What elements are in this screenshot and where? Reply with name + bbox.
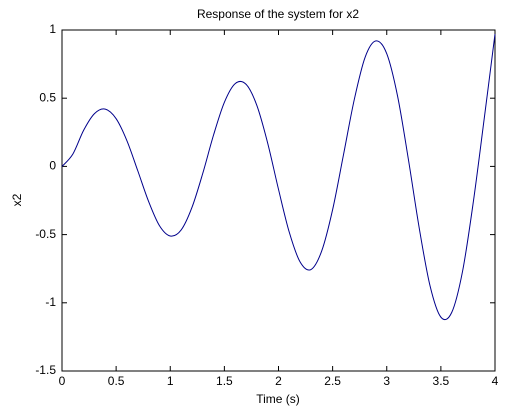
data-line	[61, 34, 496, 321]
y-tick-label: -1	[45, 295, 56, 309]
x-tick-label: 2	[275, 374, 282, 388]
y-tick-label: -1.5	[35, 363, 56, 377]
chart-title: Response of the system for x2	[197, 7, 359, 21]
y-tick-label: 1	[49, 22, 56, 36]
x-tick-label: 2.5	[324, 374, 341, 388]
x-tick-label: 1	[167, 374, 174, 388]
y-tick-label: -0.5	[35, 227, 56, 241]
x-tick-label: 4	[492, 374, 499, 388]
y-axis-label: x2	[10, 193, 24, 206]
x-axis-label: Time (s)	[256, 392, 300, 406]
x-tick-label: 3	[383, 374, 390, 388]
y-tick-label: 0.5	[39, 90, 56, 104]
plot-area	[61, 29, 496, 372]
x-tick-label: 3.5	[433, 374, 450, 388]
x-tick-label: 0	[59, 374, 66, 388]
x-tick-label: 0.5	[108, 374, 125, 388]
x-tick-label: 1.5	[216, 374, 233, 388]
y-tick-label: 0	[49, 159, 56, 173]
